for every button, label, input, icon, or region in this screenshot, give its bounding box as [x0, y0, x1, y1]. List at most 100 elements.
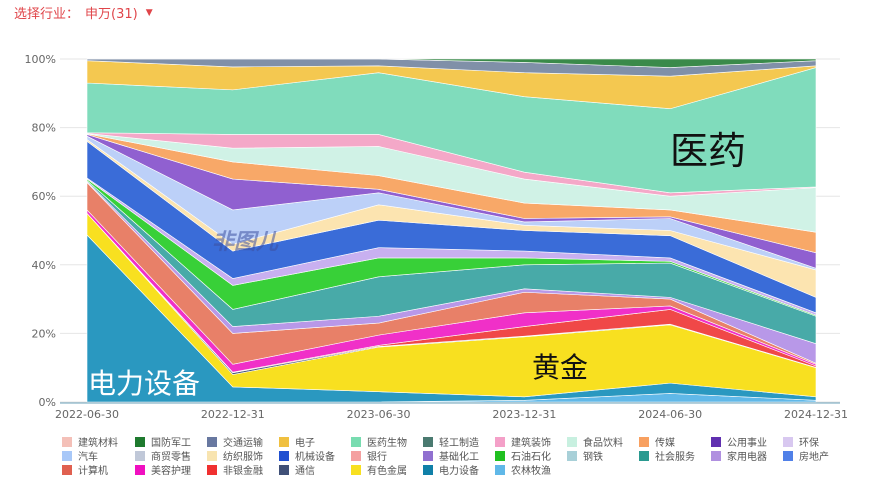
legend-swatch — [423, 436, 433, 447]
legend-item[interactable]: 建筑装饰 — [495, 434, 551, 449]
legend-swatch — [711, 450, 721, 461]
legend-swatch — [423, 464, 433, 475]
legend-swatch — [711, 436, 721, 447]
legend-swatch — [351, 450, 361, 461]
legend-label: 医药生物 — [367, 438, 407, 449]
legend-label: 商贸零售 — [151, 452, 191, 463]
legend-item[interactable]: 纺织服饰 — [207, 448, 263, 463]
legend-swatch — [495, 436, 505, 447]
legend-swatch — [351, 436, 361, 447]
legend-item[interactable]: 钢铁 — [567, 448, 603, 463]
legend-item[interactable]: 商贸零售 — [135, 448, 191, 463]
y-tick-label: 60% — [32, 190, 56, 203]
legend-label: 轻工制造 — [439, 438, 479, 449]
legend-swatch — [495, 464, 505, 475]
legend-item[interactable]: 家用电器 — [711, 448, 767, 463]
legend-swatch — [62, 450, 72, 461]
legend-item[interactable]: 传媒 — [639, 434, 675, 449]
y-tick-label: 40% — [32, 259, 56, 272]
legend-swatch — [62, 464, 72, 475]
legend-swatch — [279, 450, 289, 461]
x-tick-label: 2024-12-31 — [784, 408, 848, 421]
legend-swatch — [62, 436, 72, 447]
legend-label: 交通运输 — [223, 438, 263, 449]
legend-swatch — [783, 436, 793, 447]
legend-label: 建筑装饰 — [511, 438, 551, 449]
legend-item[interactable]: 通信 — [279, 462, 315, 477]
y-axis-ticks: 0% 20% 40% 60% 80% 100% — [25, 53, 56, 409]
legend-swatch — [423, 450, 433, 461]
legend-item[interactable]: 房地产 — [783, 448, 829, 463]
legend-label: 环保 — [799, 438, 819, 449]
legend-label: 非银金融 — [223, 466, 263, 477]
y-tick-label: 100% — [25, 53, 56, 66]
y-tick-label: 80% — [32, 122, 56, 135]
legend-swatch — [495, 450, 505, 461]
legend-item[interactable]: 社会服务 — [639, 448, 695, 463]
x-axis-ticks: 2022-06-30 2022-12-31 2023-06-30 2023-12-31… — [55, 408, 848, 421]
legend-item[interactable]: 电子 — [279, 434, 315, 449]
legend-label: 电子 — [295, 438, 315, 449]
legend-swatch — [135, 450, 145, 461]
legend-item[interactable]: 医药生物 — [351, 434, 407, 449]
legend-item[interactable]: 建筑材料 — [62, 434, 118, 449]
legend-item[interactable]: 食品饮料 — [567, 434, 623, 449]
area-国防军工[interactable] — [87, 58, 817, 68]
legend-swatch — [783, 450, 793, 461]
legend-item[interactable]: 非银金融 — [207, 462, 263, 477]
legend-label: 机械设备 — [295, 452, 335, 463]
legend-item[interactable]: 电力设备 — [423, 462, 479, 477]
x-tick-label: 2023-12-31 — [492, 408, 556, 421]
legend-swatch — [207, 450, 217, 461]
legend-label: 电力设备 — [439, 466, 479, 477]
legend-label: 通信 — [295, 466, 315, 477]
legend-label: 社会服务 — [655, 452, 695, 463]
filter-label: 选择行业： — [14, 7, 80, 22]
area-series — [86, 58, 817, 403]
legend-label: 食品饮料 — [583, 438, 623, 449]
legend-label: 钢铁 — [583, 452, 603, 463]
legend-swatch — [135, 464, 145, 475]
legend-swatch — [207, 464, 217, 475]
legend-swatch — [135, 436, 145, 447]
legend-item[interactable]: 有色金属 — [351, 462, 407, 477]
legend-item[interactable]: 计算机 — [62, 462, 108, 477]
legend-item[interactable]: 机械设备 — [279, 448, 335, 463]
legend-item[interactable]: 石油石化 — [495, 448, 551, 463]
legend-label: 美容护理 — [151, 466, 191, 477]
industry-selector[interactable]: 选择行业： 申万(31) ▼ — [14, 3, 153, 22]
legend-label: 国防军工 — [151, 438, 191, 449]
legend-item[interactable]: 轻工制造 — [423, 434, 479, 449]
legend-item[interactable]: 基础化工 — [423, 448, 479, 463]
y-tick-label: 20% — [32, 327, 56, 340]
legend-item[interactable]: 汽车 — [62, 448, 98, 463]
filter-value[interactable]: 申万(31) — [85, 7, 138, 22]
legend-swatch — [639, 450, 649, 461]
legend-swatch — [639, 436, 649, 447]
legend-item[interactable]: 环保 — [783, 434, 819, 449]
legend-swatch — [279, 436, 289, 447]
caret-down-icon[interactable]: ▼ — [145, 7, 153, 18]
legend-swatch — [279, 464, 289, 475]
x-tick-label: 2023-06-30 — [347, 408, 411, 421]
legend-item[interactable]: 公用事业 — [711, 434, 767, 449]
legend-item[interactable]: 银行 — [351, 448, 387, 463]
legend-item[interactable]: 美容护理 — [135, 462, 191, 477]
x-tick-label: 2022-12-31 — [201, 408, 265, 421]
legend-label: 纺织服饰 — [223, 452, 263, 463]
legend-label: 农林牧渔 — [511, 466, 551, 477]
legend-item[interactable]: 农林牧渔 — [495, 462, 551, 477]
legend-swatch — [207, 436, 217, 447]
legend-label: 汽车 — [78, 452, 98, 463]
legend-label: 公用事业 — [727, 438, 767, 449]
legend-label: 有色金属 — [367, 466, 407, 477]
legend-swatch — [351, 464, 361, 475]
legend-label: 建筑材料 — [78, 438, 118, 449]
y-tick-label: 0% — [39, 396, 56, 409]
legend-item[interactable]: 国防军工 — [135, 434, 191, 449]
legend-swatch — [567, 450, 577, 461]
x-tick-label: 2024-06-30 — [638, 408, 702, 421]
legend-label: 家用电器 — [727, 452, 767, 463]
legend-item[interactable]: 交通运输 — [207, 434, 263, 449]
